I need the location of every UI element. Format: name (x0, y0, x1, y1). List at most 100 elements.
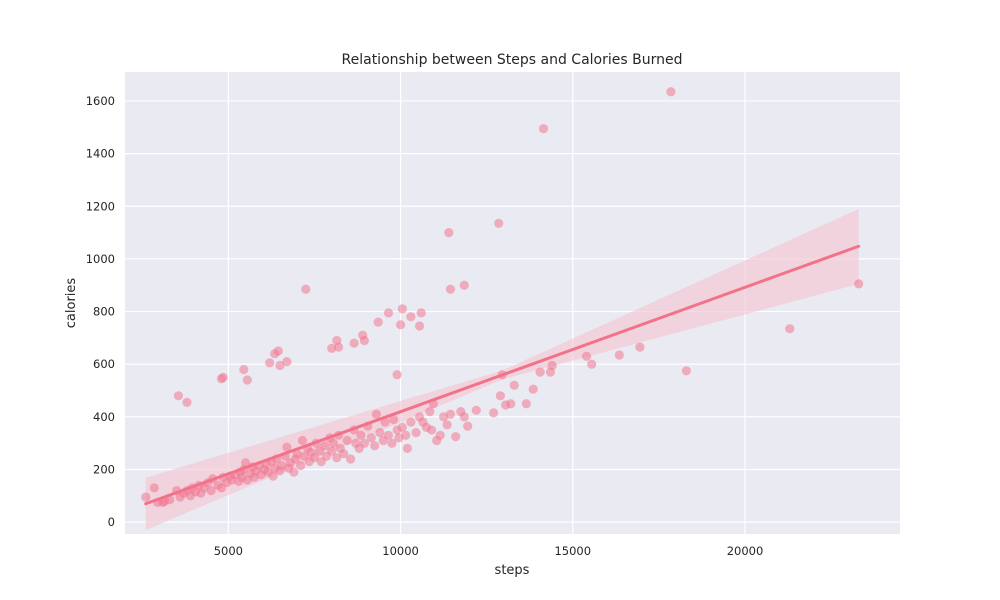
x-tick-label: 5000 (214, 544, 243, 558)
data-point (277, 461, 287, 471)
data-point (535, 367, 545, 377)
data-point (614, 350, 624, 360)
data-point (165, 495, 175, 505)
data-point (241, 458, 251, 468)
data-point (359, 438, 369, 448)
data-point (370, 441, 380, 451)
data-point (371, 409, 381, 419)
data-point (406, 312, 416, 322)
y-tick-label: 0 (108, 515, 115, 529)
data-point (538, 124, 549, 134)
chart-title: Relationship between Steps and Calories … (342, 52, 683, 68)
data-point (444, 228, 454, 238)
data-point (339, 449, 349, 459)
data-point (296, 461, 306, 471)
data-point (359, 335, 369, 346)
data-point (282, 357, 292, 367)
data-point (383, 308, 394, 318)
data-point (401, 430, 411, 440)
data-point (380, 417, 390, 427)
data-point (406, 417, 416, 427)
tick-labels: 5000 10000 15000 20000 0 200 400 600 800 1000 1200… (86, 94, 764, 558)
y-axis-label: calories (64, 278, 79, 329)
data-point (373, 317, 383, 327)
data-point (445, 409, 456, 419)
y-tick-label: 800 (93, 305, 115, 319)
x-tick-label: 10000 (382, 544, 419, 558)
data-point (471, 405, 481, 415)
data-point (301, 284, 311, 294)
data-point (387, 438, 397, 448)
data-point (328, 438, 338, 448)
data-point (182, 397, 192, 407)
data-point (273, 346, 283, 356)
data-point (547, 360, 557, 371)
y-tick-label: 1600 (86, 94, 115, 108)
data-point (297, 435, 307, 446)
data-point (366, 433, 376, 443)
data-point (320, 441, 330, 451)
data-point (149, 483, 159, 493)
y-tick-label: 400 (93, 410, 115, 424)
data-point (356, 430, 366, 440)
y-tick-label: 1200 (86, 199, 115, 213)
data-point (435, 430, 445, 440)
data-point (349, 338, 359, 348)
data-point (282, 442, 292, 452)
data-point (218, 372, 228, 382)
regression-line (144, 244, 861, 506)
data-point (463, 421, 473, 431)
data-point (268, 471, 278, 481)
data-point (416, 308, 426, 318)
x-tick-label: 15000 (554, 544, 591, 558)
data-point (141, 492, 151, 502)
data-point (327, 343, 337, 353)
data-point (854, 279, 864, 289)
data-point (173, 391, 183, 401)
data-point (394, 433, 404, 443)
data-point (439, 412, 449, 422)
data-point (495, 391, 505, 401)
data-point (275, 360, 285, 371)
data-point (392, 370, 402, 380)
data-point (327, 446, 337, 456)
data-point (309, 453, 319, 463)
regression-line-layer (144, 244, 861, 506)
data-point (451, 432, 461, 442)
data-point (681, 366, 692, 376)
data-point (509, 380, 519, 390)
data-point (494, 218, 504, 228)
data-point (489, 408, 499, 418)
data-point (375, 428, 385, 438)
y-tick-label: 1000 (86, 252, 115, 266)
data-point (396, 320, 406, 330)
data-point (785, 324, 795, 334)
data-point (289, 467, 299, 477)
data-point (383, 430, 394, 440)
data-point (411, 428, 421, 438)
data-point (397, 304, 407, 314)
data-point (635, 342, 645, 352)
data-point (666, 87, 676, 97)
data-point (239, 364, 249, 375)
data-point (528, 384, 538, 394)
data-point (402, 443, 412, 453)
data-point (265, 358, 275, 368)
data-point (445, 284, 456, 294)
data-point (414, 321, 425, 331)
x-tick-label: 20000 (727, 544, 764, 558)
data-point (587, 359, 597, 369)
data-point (334, 342, 344, 352)
data-point (459, 412, 469, 422)
data-point (346, 454, 356, 464)
y-tick-label: 600 (93, 357, 115, 371)
data-point (242, 375, 252, 385)
data-point (425, 407, 435, 417)
data-point (442, 420, 452, 430)
data-point (397, 422, 407, 432)
data-point (506, 399, 516, 409)
x-axis-label: steps (495, 563, 530, 578)
data-point (459, 280, 469, 290)
